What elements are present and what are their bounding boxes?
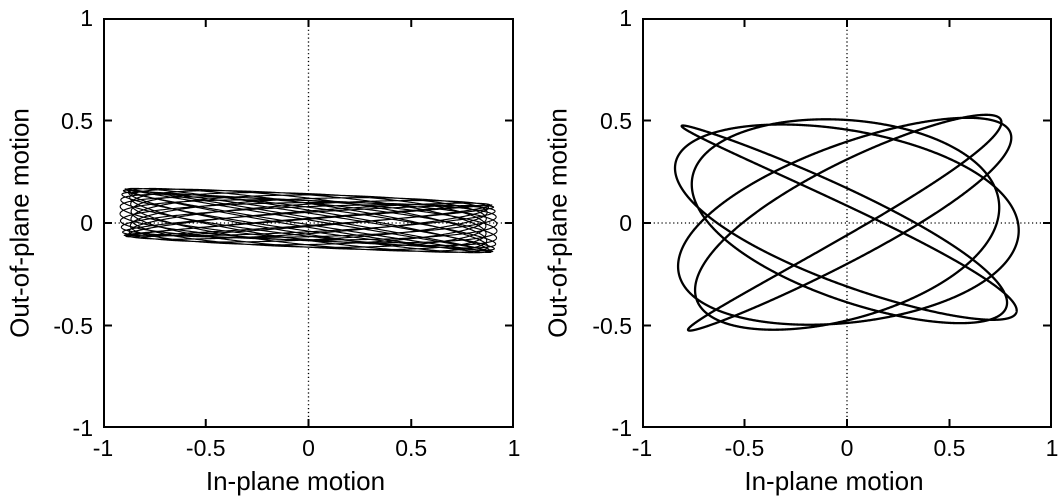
right-ytick-label-0: 0 [619, 210, 632, 236]
right-xtick-label--1: -1 [631, 435, 653, 461]
right-x-axis-label: In-plane motion [744, 466, 924, 496]
left-ytick-label-1: 1 [80, 5, 93, 31]
left-x-axis-label: In-plane motion [205, 466, 386, 496]
right-ytick-label--1: -1 [611, 415, 632, 441]
right-xtick-label-0.5: 0.5 [933, 435, 966, 461]
right-ytick-label-0.5: 0.5 [600, 107, 632, 134]
right-xtick-label-1: 1 [1045, 435, 1059, 461]
right-ytick-label--0.5: -0.5 [592, 312, 632, 339]
right-xtick-label--0.5: -0.5 [724, 435, 765, 461]
left-xtick-label--1: -1 [92, 435, 114, 461]
left-ytick-label-0.5: 0.5 [61, 107, 93, 134]
left-plot-canvas [103, 18, 514, 428]
left-ytick-label--0.5: -0.5 [53, 312, 93, 339]
right-xtick-label-0: 0 [840, 435, 854, 461]
right-plot-canvas [642, 18, 1052, 428]
left-xtick-label-0: 0 [302, 435, 315, 461]
right-ytick-label-1: 1 [619, 5, 632, 31]
left-xtick-label-1: 1 [507, 435, 521, 461]
left-ytick-label--1: -1 [72, 415, 93, 441]
left-xtick-label-0.5: 0.5 [395, 435, 428, 461]
left-xtick-label--0.5: -0.5 [185, 435, 226, 461]
left-ytick-label-0: 0 [80, 210, 93, 236]
